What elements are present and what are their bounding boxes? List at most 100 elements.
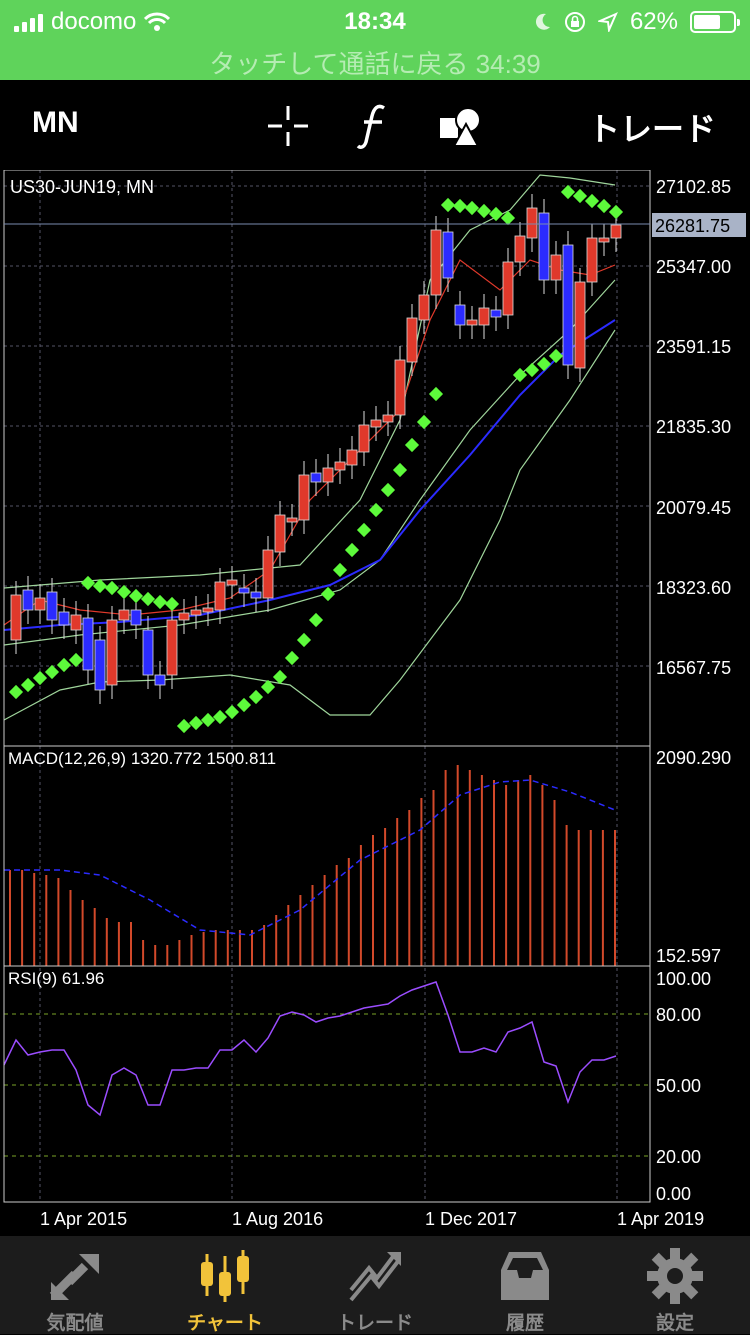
candle-body xyxy=(418,294,430,321)
sar-dot xyxy=(500,210,516,226)
sar-dot xyxy=(68,652,84,668)
trade-button[interactable]: トレード xyxy=(587,111,716,147)
moon-icon xyxy=(535,13,550,30)
candle-body xyxy=(34,597,46,611)
crosshair-icon[interactable] xyxy=(266,104,310,148)
macd-histogram xyxy=(4,765,616,966)
rsi-tick: 20.00 xyxy=(656,1147,701,1167)
sar-dot xyxy=(188,715,204,731)
tab-history[interactable]: 履歴 xyxy=(450,1236,600,1334)
candle-body xyxy=(322,467,334,483)
sar-dot xyxy=(116,584,132,600)
tab-settings[interactable]: 設定 xyxy=(600,1236,750,1334)
location-icon xyxy=(597,12,618,32)
macd-label: MACD(12,26,9) 1320.772 1500.811 xyxy=(8,749,276,768)
sar-dot xyxy=(416,414,432,430)
sar-dot xyxy=(80,575,96,591)
symbol-label: US30-JUN19, MN xyxy=(10,177,154,197)
wifi-icon xyxy=(144,12,171,31)
price-tick: 21835.30 xyxy=(656,417,731,437)
sar-dot xyxy=(404,437,420,453)
date-tick: 1 Apr 2015 xyxy=(40,1209,127,1229)
sar-dot xyxy=(152,594,168,610)
signal-icon xyxy=(14,12,43,32)
quotes-icon xyxy=(49,1254,99,1300)
sar-dot xyxy=(368,502,384,518)
sar-dot xyxy=(176,718,192,734)
clock: 18:34 xyxy=(344,8,406,35)
candle-body xyxy=(202,607,214,613)
sar-dot xyxy=(344,542,360,558)
candle-body xyxy=(154,674,166,686)
price-tick: 23591.15 xyxy=(656,337,731,357)
function-icon[interactable] xyxy=(356,102,392,150)
candle-body xyxy=(394,359,406,416)
candle-body xyxy=(406,317,418,363)
sar-dot xyxy=(524,362,540,378)
sar-dot xyxy=(284,650,300,666)
shapes-icon[interactable] xyxy=(438,104,484,148)
sar-dot xyxy=(200,712,216,728)
candle-body xyxy=(46,591,58,621)
carrier-area: docomo xyxy=(14,8,171,36)
tab-label: チャート xyxy=(187,1313,263,1334)
candle-body xyxy=(370,419,382,428)
candle-body xyxy=(58,611,70,626)
rotation-lock-icon xyxy=(564,12,585,32)
candle-body xyxy=(454,304,466,326)
moving-average-fast xyxy=(3,259,616,626)
candle-body xyxy=(298,474,310,521)
chart-area[interactable]: 26281.75 US30-JUN19, MN MACD(12,26,9) 13… xyxy=(0,169,750,1236)
sar-dot xyxy=(584,193,600,209)
sar-dot xyxy=(92,578,108,594)
macd-tick: 2090.290 xyxy=(656,748,731,768)
sar-dot xyxy=(296,632,312,648)
grid-lines xyxy=(4,170,650,1202)
sar-dot xyxy=(452,198,468,214)
candle-body xyxy=(586,237,598,283)
timeframe-button[interactable]: MN xyxy=(32,106,79,139)
rsi-polyline xyxy=(3,981,617,1117)
sar-dot xyxy=(248,689,264,705)
tab-chart[interactable]: チャート xyxy=(150,1236,300,1334)
tab-trade[interactable]: トレード xyxy=(300,1236,450,1334)
sar-dot xyxy=(380,482,396,498)
sar-dot xyxy=(608,204,624,220)
candle-body xyxy=(562,244,574,366)
rsi-line xyxy=(3,981,617,1117)
date-tick: 1 Aug 2016 xyxy=(232,1209,323,1229)
candle-body xyxy=(262,549,274,599)
tab-quotes[interactable]: 気配値 xyxy=(0,1236,150,1334)
sar-dot xyxy=(548,348,564,364)
candle-body xyxy=(190,609,202,616)
tab-label: トレード xyxy=(336,1313,413,1334)
tab-label: 設定 xyxy=(655,1313,694,1334)
sar-dot xyxy=(428,386,444,402)
sar-dot xyxy=(464,200,480,216)
candle-body xyxy=(526,207,538,239)
tab-bar: 気配値 チャート トレード 履歴 xyxy=(0,1236,750,1334)
candle-body xyxy=(550,254,562,281)
price-chart[interactable]: 26281.75 US30-JUN19, MN MACD(12,26,9) 13… xyxy=(0,169,750,1236)
sar-dot xyxy=(272,669,288,685)
candle-body xyxy=(538,212,550,281)
candle-body xyxy=(430,229,442,296)
sar-dot xyxy=(536,356,552,372)
history-icon xyxy=(501,1252,549,1300)
sar-dot xyxy=(320,586,336,602)
candlesticks xyxy=(10,194,622,704)
status-bar: docomo 18:34 62% タッチして通話に戻る 34:39 xyxy=(0,0,750,80)
candle-body xyxy=(226,579,238,586)
price-tick: 25347.00 xyxy=(656,257,731,277)
sar-dot xyxy=(44,664,60,680)
candle-body xyxy=(94,639,106,691)
sar-dot xyxy=(476,203,492,219)
sar-dot xyxy=(488,206,504,222)
call-banner[interactable]: タッチして通話に戻る 34:39 xyxy=(209,49,541,79)
candle-body xyxy=(142,629,154,676)
sar-dot xyxy=(260,679,276,695)
tab-label: 気配値 xyxy=(46,1313,104,1334)
candle-body xyxy=(118,609,130,621)
sar-dot xyxy=(332,562,348,578)
macd-signal-line xyxy=(4,779,616,936)
